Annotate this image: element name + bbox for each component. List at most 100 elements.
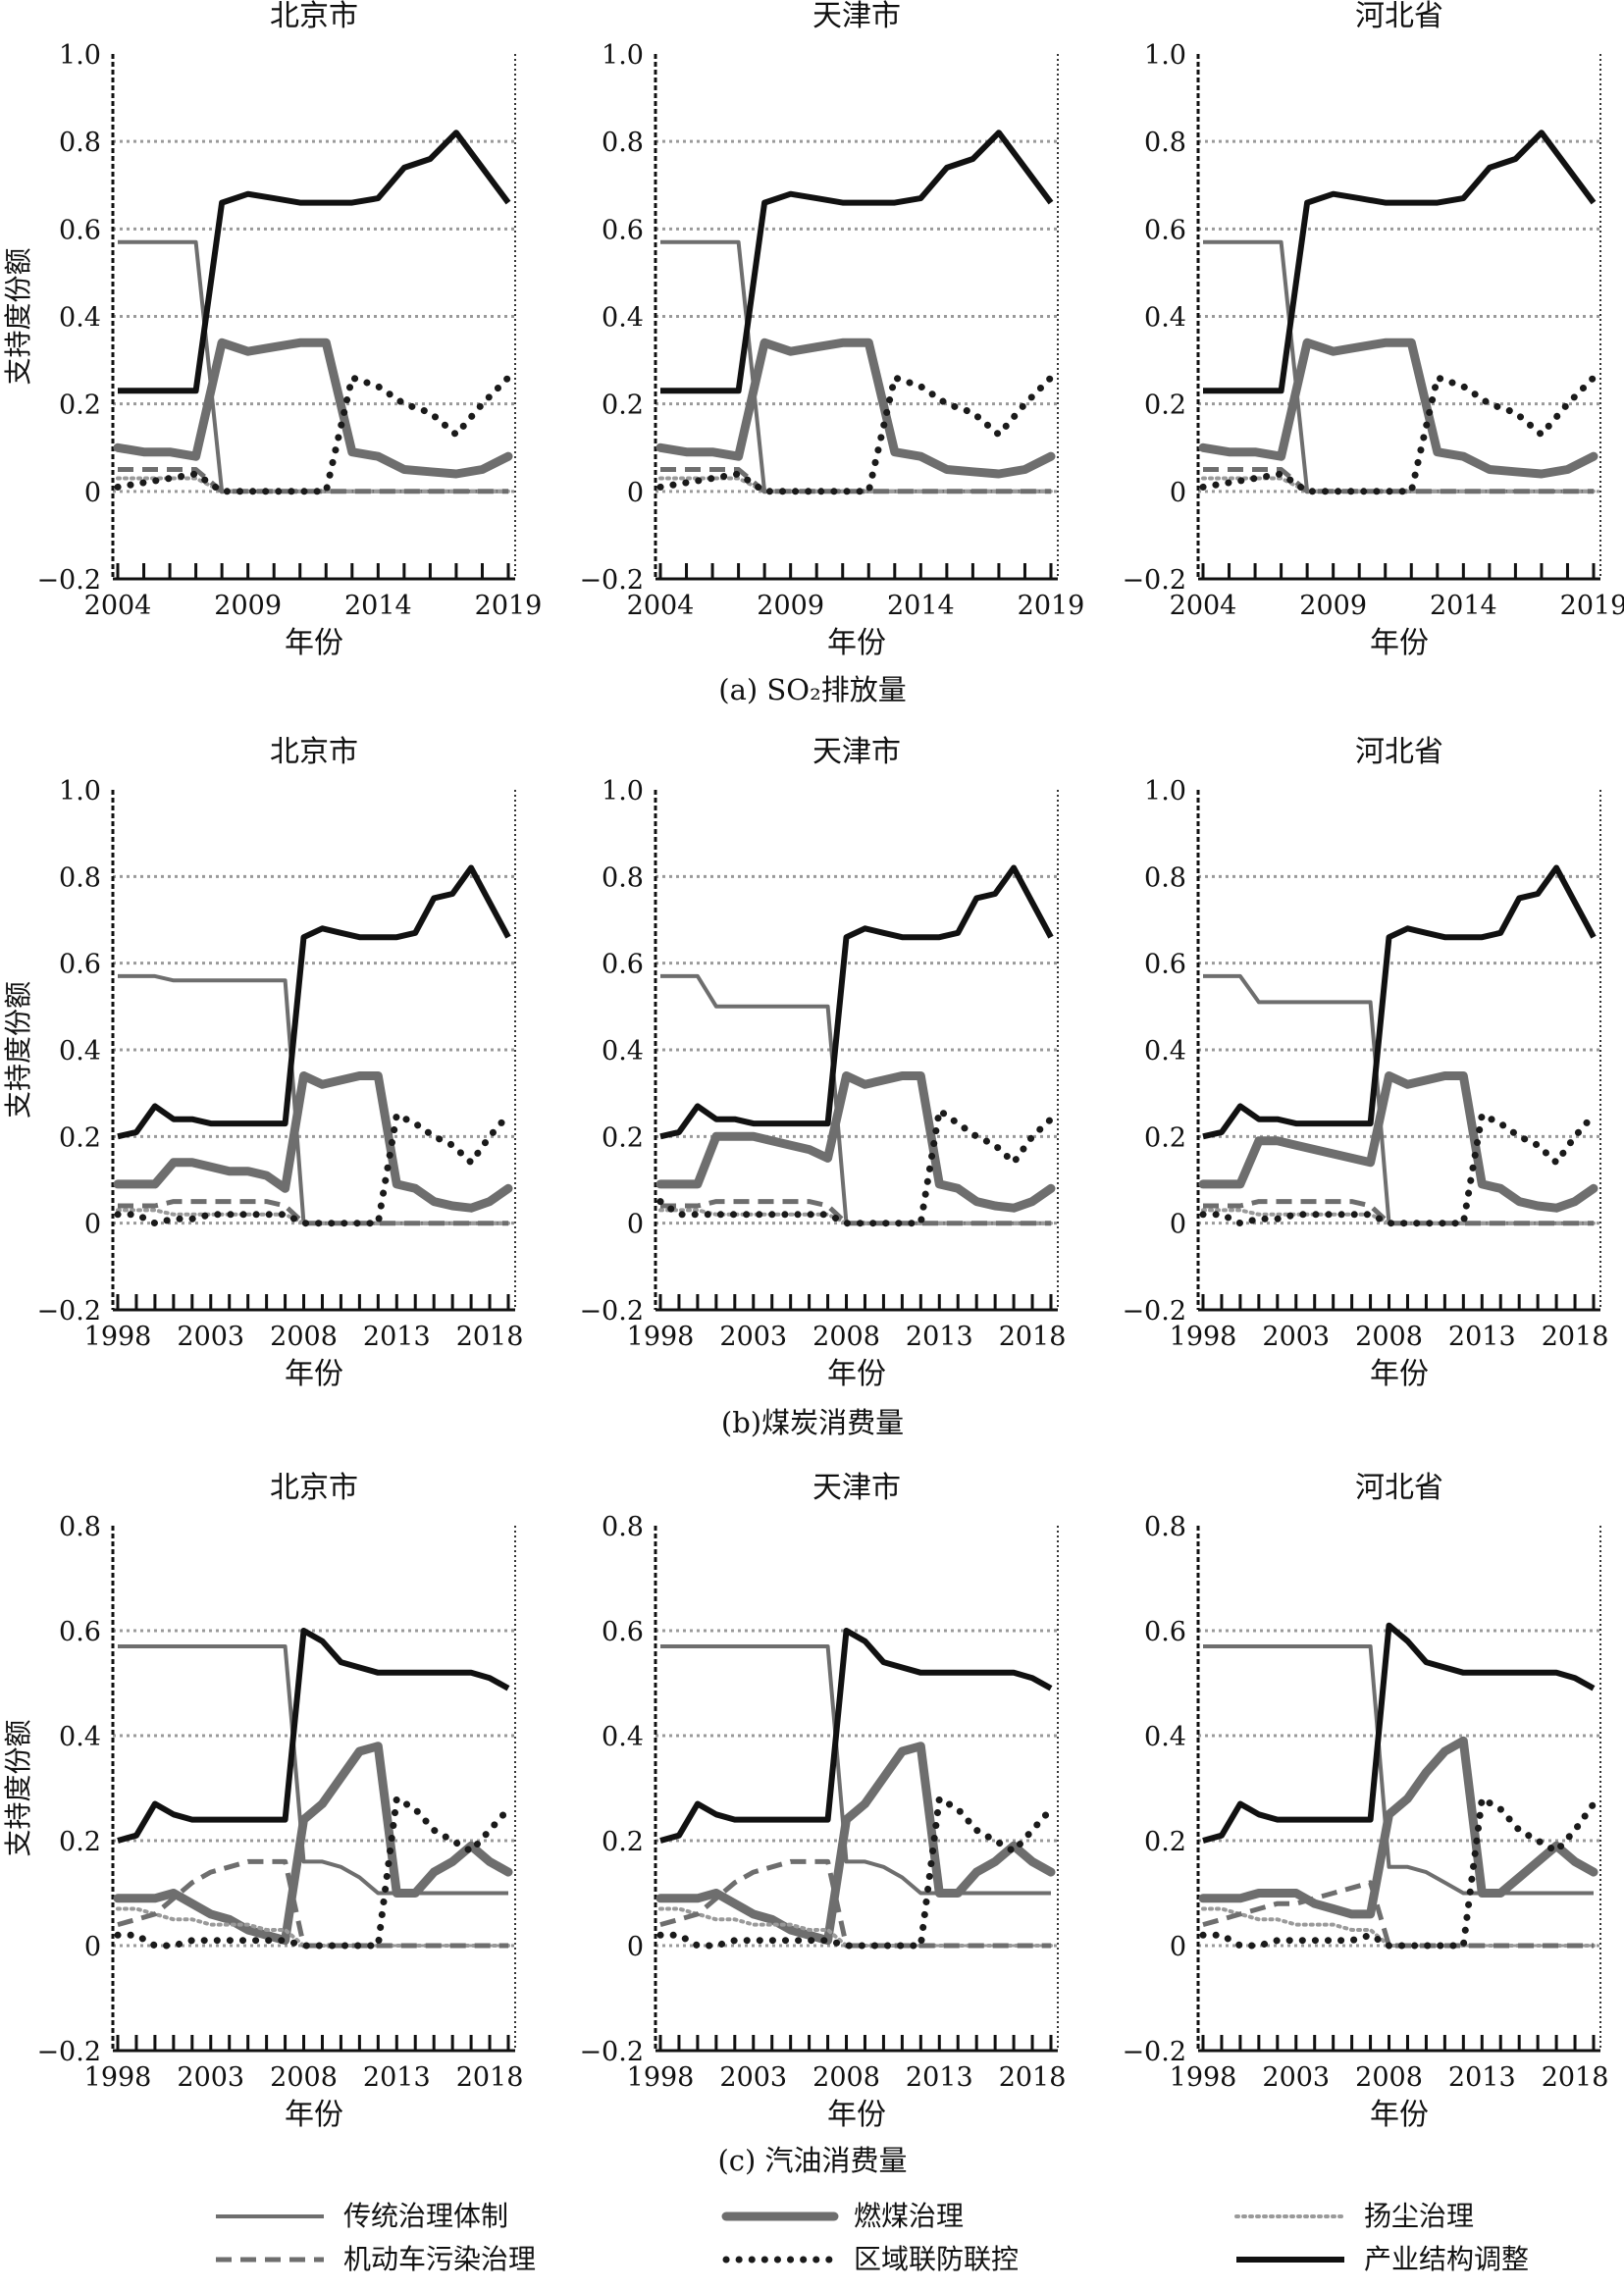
- series-line-5: [114, 1111, 512, 1227]
- x-tick-label: 2014: [887, 591, 955, 621]
- chart-title: 河北省: [1355, 735, 1443, 769]
- x-tick-label: 2004: [627, 591, 695, 621]
- y-tick-label: 0.4: [602, 1036, 644, 1067]
- y-tick-label: 0.8: [1144, 128, 1186, 158]
- chart-panel-6: 河北省 −0.2 0 0.2 0.4 0.6 0.8 1.0 1998 2003 2008 2013 2…: [1122, 735, 1608, 1391]
- x-axis-label: 年份: [827, 626, 886, 660]
- series-line-6: [659, 864, 1054, 1140]
- y-axis-label: 支持度份额: [2, 247, 34, 385]
- x-axis-label: 年份: [285, 626, 343, 660]
- series-line-1: [660, 973, 1051, 1225]
- chart-panel-1: 北京市 −0.2 0 0.2 0.4 0.6 0.8 1.0 2004 2009 2014 2019 支…: [2, 0, 542, 660]
- y-tick-label: 1.0: [1144, 776, 1186, 807]
- y-tick-label: 0.2: [59, 1122, 101, 1153]
- x-tick-label: 2018: [456, 2062, 524, 2093]
- series-line-4: [118, 1199, 508, 1226]
- x-tick-label: 2008: [812, 2062, 880, 2093]
- x-axis-label: 年份: [285, 2098, 343, 2132]
- series-line-6: [1202, 864, 1597, 1140]
- y-tick-label: 0.4: [1144, 1036, 1186, 1067]
- y-tick-label: 0.2: [1144, 1827, 1186, 1857]
- chart-title: 天津市: [812, 1471, 901, 1505]
- series-line-5: [1199, 1795, 1598, 1950]
- series-line-2: [1198, 1071, 1598, 1213]
- series-line-5: [656, 1795, 1055, 1950]
- legend-label: 传统治理体制: [343, 2200, 508, 2232]
- x-tick-label: 2014: [1430, 591, 1497, 621]
- y-tick-label: 0: [84, 1210, 101, 1240]
- legend-label: 机动车污染治理: [343, 2243, 536, 2275]
- legend-label: 燃煤治理: [854, 2200, 964, 2232]
- y-tick-label: 0.8: [59, 128, 101, 158]
- series-line-2: [655, 1742, 1056, 1946]
- y-tick-label: 1.0: [602, 776, 644, 807]
- x-axis-label: 年份: [1370, 1357, 1429, 1391]
- y-tick-label: −0.2: [1122, 565, 1186, 596]
- x-tick-label: 1998: [1170, 1322, 1237, 1352]
- y-tick-label: 0.6: [602, 215, 644, 245]
- y-tick-label: 0.8: [1144, 862, 1186, 893]
- y-tick-label: 0.6: [1144, 215, 1186, 245]
- y-tick-label: 0.2: [1144, 1122, 1186, 1153]
- y-tick-label: 0.6: [602, 1617, 644, 1647]
- x-tick-label: 2003: [1262, 1322, 1330, 1352]
- x-tick-label: 2019: [1018, 591, 1085, 621]
- series-line-2: [1198, 1736, 1598, 1919]
- series-line-4: [118, 467, 508, 494]
- chart-title: 北京市: [270, 0, 358, 33]
- y-tick-label: 0.6: [602, 950, 644, 980]
- y-tick-label: 0.2: [1144, 390, 1186, 421]
- chart-title: 天津市: [812, 0, 901, 33]
- y-tick-label: 0.4: [602, 303, 644, 334]
- y-tick-label: 0.8: [602, 1512, 644, 1542]
- y-tick-label: −0.2: [579, 565, 644, 596]
- y-tick-label: 0: [1170, 1932, 1186, 1962]
- y-tick-label: 0.2: [602, 1827, 644, 1857]
- y-tick-label: 0: [627, 1210, 644, 1240]
- y-tick-label: 0: [84, 478, 101, 508]
- series-line-5: [656, 1107, 1055, 1227]
- x-tick-label: 2014: [344, 591, 412, 621]
- y-axis-label: 支持度份额: [2, 981, 34, 1119]
- series-line-1: [118, 973, 508, 1225]
- chart-title: 北京市: [270, 735, 358, 769]
- series-line-6: [660, 130, 1054, 394]
- y-tick-label: 0: [1170, 478, 1186, 508]
- x-tick-label: 2018: [999, 2062, 1067, 2093]
- chart-panel-7: 北京市 −0.2 0 0.2 0.4 0.6 0.8 1998 2003 2008 2013 2018…: [2, 1471, 523, 2132]
- y-tick-label: 0.6: [59, 215, 101, 245]
- chart-panel-2: 天津市 −0.2 0 0.2 0.4 0.6 0.8 1.0 2004 2009 2014 2019 年…: [579, 0, 1084, 660]
- x-tick-label: 2013: [1448, 1322, 1516, 1352]
- x-tick-label: 2004: [1170, 591, 1237, 621]
- y-tick-label: 1.0: [59, 40, 101, 71]
- y-tick-label: 0.4: [1144, 303, 1186, 334]
- x-tick-label: 2003: [719, 2062, 787, 2093]
- x-tick-label: 2009: [214, 591, 282, 621]
- x-tick-label: 2003: [177, 1322, 244, 1352]
- y-tick-label: −0.2: [36, 565, 101, 596]
- series-line-2: [1198, 338, 1598, 479]
- chart-panel-9: 河北省 −0.2 0 0.2 0.4 0.6 0.8 1998 2003 2008 2013 2018…: [1122, 1471, 1608, 2132]
- y-tick-label: 0.6: [1144, 950, 1186, 980]
- y-tick-label: −0.2: [579, 2037, 644, 2067]
- chart-panel-3: 河北省 −0.2 0 0.2 0.4 0.6 0.8 1.0 2004 2009 2014 2019 年…: [1122, 0, 1624, 660]
- x-tick-label: 2003: [719, 1322, 787, 1352]
- y-tick-label: 0.2: [602, 390, 644, 421]
- y-tick-label: 1.0: [59, 776, 101, 807]
- y-tick-label: 0.6: [1144, 1617, 1186, 1647]
- series-line-1: [118, 1644, 508, 1896]
- subfigure-caption: (a) SO₂排放量: [718, 673, 906, 706]
- chart-title: 河北省: [1355, 0, 1443, 33]
- x-tick-label: 2009: [757, 591, 824, 621]
- x-tick-label: 2018: [1542, 1322, 1609, 1352]
- x-axis-label: 年份: [827, 2098, 886, 2132]
- chart-title: 河北省: [1355, 1471, 1443, 1505]
- y-tick-label: 0.2: [59, 1827, 101, 1857]
- y-tick-label: 0.4: [59, 1036, 101, 1067]
- y-tick-label: 0: [84, 1932, 101, 1962]
- x-tick-label: 1998: [84, 1322, 152, 1352]
- y-tick-label: 0.8: [1144, 1512, 1186, 1542]
- series-line-5: [656, 374, 1055, 495]
- x-tick-label: 2018: [1542, 2062, 1609, 2093]
